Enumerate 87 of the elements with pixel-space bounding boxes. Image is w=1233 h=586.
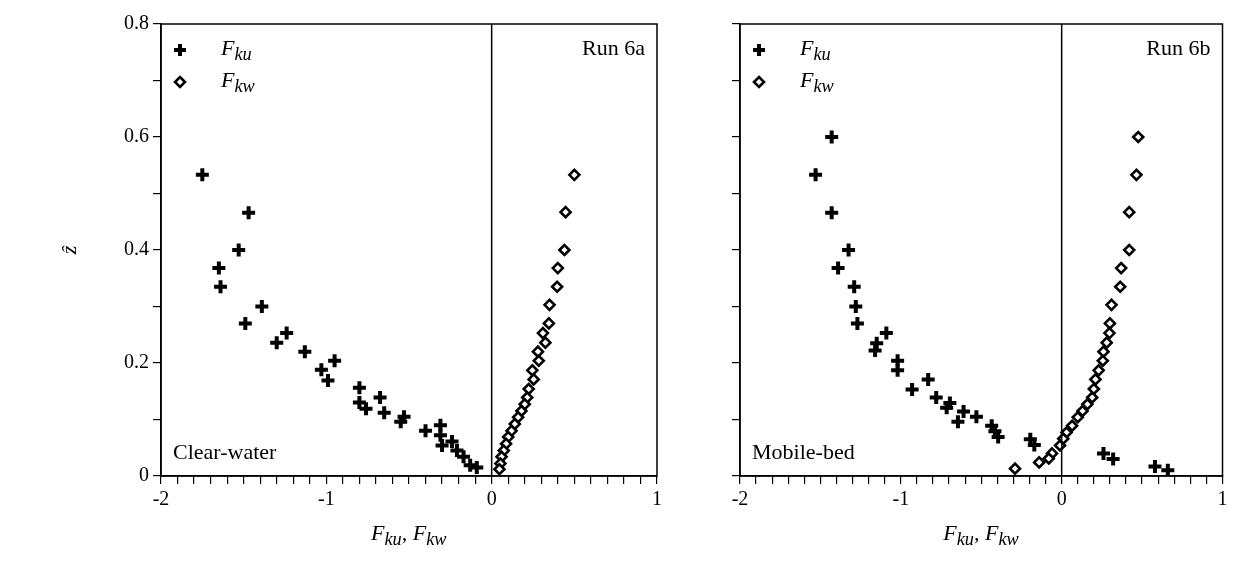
point	[1081, 397, 1094, 411]
annotation: Clear-water	[173, 438, 278, 464]
point	[1122, 205, 1136, 219]
point	[949, 413, 967, 431]
annotation: Mobile-bed	[752, 438, 855, 464]
point	[1105, 298, 1118, 312]
point	[1096, 354, 1110, 368]
y-tick-label: 0.2	[124, 350, 149, 373]
point	[1103, 326, 1116, 340]
point	[326, 352, 344, 370]
point	[1097, 345, 1110, 358]
point	[1114, 261, 1128, 275]
point	[522, 382, 535, 396]
point	[532, 354, 546, 368]
point	[829, 259, 847, 277]
point	[268, 334, 286, 352]
point	[1076, 404, 1089, 418]
point	[1092, 364, 1105, 377]
x-tick-label: 0	[486, 487, 497, 510]
point	[1103, 317, 1117, 330]
y-tick-label: 0.6	[124, 124, 149, 147]
point	[1130, 168, 1143, 182]
point	[527, 373, 540, 386]
x-axis-title: F$_{ku}$, F$_{kw}$	[943, 520, 1019, 551]
x-axis-title: F$_{ku}$, F$_{kw}$	[371, 520, 447, 551]
point	[1113, 280, 1127, 294]
annotation: Run 6a	[582, 34, 646, 60]
point	[1131, 130, 1145, 144]
point	[539, 336, 552, 349]
point	[531, 345, 545, 358]
legend-label: F$_{kw}$	[221, 66, 255, 98]
point	[543, 298, 556, 312]
x-tick-label: 0	[1056, 487, 1067, 510]
point	[375, 404, 393, 422]
point	[551, 261, 565, 275]
point	[278, 324, 296, 342]
x-tick-label: 1	[652, 487, 662, 510]
point	[296, 343, 314, 361]
point	[967, 408, 985, 426]
point	[193, 166, 211, 184]
point	[536, 326, 550, 340]
point	[559, 205, 572, 219]
point	[240, 204, 258, 222]
y-axis-title: ẑ	[55, 245, 82, 255]
x-tick-label: -1	[892, 487, 910, 510]
point	[807, 166, 825, 184]
point	[1087, 382, 1101, 396]
point	[558, 243, 571, 257]
point	[1089, 373, 1102, 386]
point	[526, 364, 539, 377]
point	[1085, 391, 1099, 404]
y-tick-label: 0	[139, 463, 149, 486]
point	[210, 259, 228, 277]
y-tick-label: 0.8	[124, 11, 149, 34]
point	[1032, 456, 1046, 469]
point	[542, 317, 556, 330]
x-tick-label: 1	[1217, 487, 1228, 510]
point	[845, 278, 863, 296]
x-tick-label: -1	[318, 487, 335, 510]
point	[823, 204, 841, 222]
y-tick-label: 0.4	[124, 237, 149, 260]
point	[1065, 419, 1079, 433]
point	[1159, 461, 1177, 476]
point	[253, 298, 271, 315]
point	[230, 241, 248, 259]
point	[395, 408, 413, 426]
x-tick-label: -2	[731, 487, 749, 510]
legend-label: F$_{kw}$	[800, 66, 834, 98]
point	[1100, 336, 1113, 349]
point	[1122, 243, 1136, 257]
point	[568, 168, 581, 182]
point	[847, 298, 865, 315]
point	[1042, 452, 1056, 465]
point	[417, 422, 435, 440]
point	[1008, 462, 1022, 475]
x-tick-label: -2	[152, 487, 170, 510]
point	[889, 361, 907, 379]
point	[823, 128, 841, 146]
legend-label: F$_{ku}$	[800, 34, 831, 66]
point	[1071, 410, 1085, 424]
point	[550, 280, 564, 294]
annotation: Run 6b	[1146, 34, 1211, 60]
point	[840, 241, 858, 259]
point	[493, 462, 506, 476]
point	[877, 324, 895, 342]
point	[350, 379, 368, 397]
legend-label: F$_{ku}$	[221, 34, 252, 66]
